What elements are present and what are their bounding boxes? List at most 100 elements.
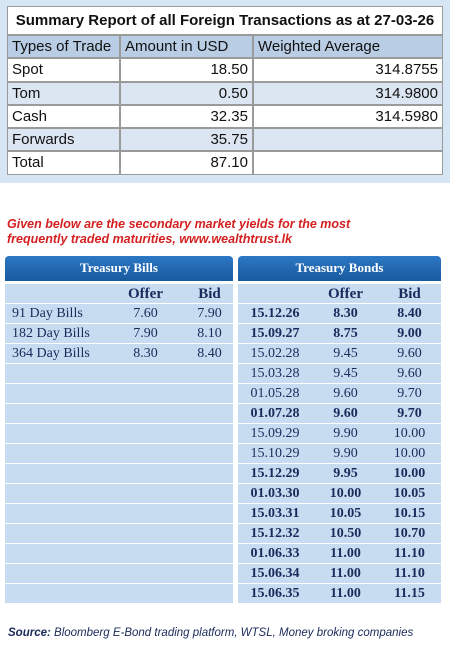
row-bg [5,364,233,384]
bill-bid: 8.10 [197,326,222,341]
row-bg [5,384,233,404]
row-bg [5,484,233,504]
bond-maturity: 15.02.28 [250,346,300,361]
bond-offer: 10.50 [329,526,362,541]
bond-maturity: 15.12.32 [250,526,300,541]
bond-bid: 10.00 [393,426,426,441]
bond-offer: 9.95 [333,466,358,481]
bond-offer: 9.45 [333,346,358,361]
bill-offer: 8.30 [133,346,158,361]
bond-offer: 8.75 [333,326,358,341]
bill-offer: 7.90 [133,326,158,341]
bond-bid: 11.15 [394,586,425,601]
row-bg [238,284,441,304]
bills-col-header: Offer [128,286,163,302]
bond-bid: 9.60 [397,346,422,361]
row-bg [5,304,233,324]
bond-bid: 10.70 [393,526,426,541]
bond-maturity: 15.10.29 [250,446,300,461]
summary-cell: Tom [7,82,120,105]
bond-offer: 9.60 [333,406,358,421]
bond-bid: 8.40 [397,306,422,321]
summary-cell: 0.50 [120,82,253,105]
bond-maturity: 01.03.30 [250,486,300,501]
row-bg [5,524,233,544]
row-bg [5,424,233,444]
summary-title: Summary Report of all Foreign Transactio… [7,6,443,35]
summary-cell: Total [7,151,120,175]
bill-bid: 7.90 [197,306,222,321]
bond-offer: 9.45 [333,366,358,381]
row-bg [238,384,441,404]
bond-offer: 9.90 [333,426,358,441]
summary-cell: Spot [7,58,120,82]
bond-offer: 11.00 [330,546,361,561]
row-bg [238,584,441,604]
bond-maturity: 15.06.34 [250,566,300,581]
bond-offer: 11.00 [330,586,361,601]
summary-cell: 18.50 [120,58,253,82]
bond-offer: 10.05 [329,506,362,521]
bond-bid: 10.05 [393,486,426,501]
bill-name: 364 Day Bills [12,346,90,361]
row-bg [5,544,233,564]
row-bg [238,564,441,584]
source-label: Source: [8,627,51,639]
bond-bid: 11.10 [394,566,425,581]
summary-cell: 314.8755 [253,58,443,82]
bond-bid: 9.70 [397,406,422,421]
bills-col-header: Bid [198,286,221,302]
summary-header: Types of Trade [7,35,120,58]
row-bg [5,464,233,484]
bond-maturity: 15.09.27 [250,326,300,341]
bond-maturity: 15.12.26 [250,306,300,321]
row-bg [238,404,441,424]
row-bg [238,504,441,524]
source-line: Source: Bloomberg E-Bond trading platfor… [8,625,413,641]
row-bg [238,524,441,544]
bill-name: 182 Day Bills [12,326,90,341]
bond-bid: 10.00 [393,446,426,461]
bond-maturity: 15.03.28 [250,366,300,381]
bill-bid: 8.40 [197,346,222,361]
bill-name: 91 Day Bills [12,306,83,321]
bond-offer: 9.90 [333,446,358,461]
row-bg [5,564,233,584]
bond-offer: 11.00 [330,566,361,581]
summary-cell: Forwards [7,128,120,151]
row-bg [238,304,441,324]
row-bg [5,284,233,304]
row-bg [238,364,441,384]
row-bg [238,324,441,344]
bond-bid: 9.00 [397,326,422,341]
row-bg [5,444,233,464]
bill-offer: 7.60 [133,306,158,321]
summary-cell [253,151,443,175]
row-bg [238,424,441,444]
summary-cell [253,128,443,151]
row-bg [238,544,441,564]
bond-offer: 9.60 [333,386,358,401]
intro-text: Given below are the secondary market yie… [7,217,351,246]
row-bg [5,344,233,364]
summary-cell: 314.9800 [253,82,443,105]
bond-maturity: 01.07.28 [250,406,300,421]
row-bg [5,404,233,424]
bond-maturity: 15.03.31 [250,506,300,521]
row-bg [5,324,233,344]
bond-bid: 10.00 [393,466,426,481]
row-bg [238,444,441,464]
summary-header: Weighted Average [253,35,443,58]
bond-bid: 9.60 [397,366,422,381]
bond-bid: 10.15 [393,506,426,521]
bonds-col-header: Bid [398,286,421,302]
summary-cell: 32.35 [120,105,253,128]
summary-cell: 35.75 [120,128,253,151]
row-bg [5,584,233,604]
summary-cell: 314.5980 [253,105,443,128]
row-bg [5,504,233,524]
summary-header: Amount in USD [120,35,253,58]
bond-maturity: 15.09.29 [250,426,300,441]
